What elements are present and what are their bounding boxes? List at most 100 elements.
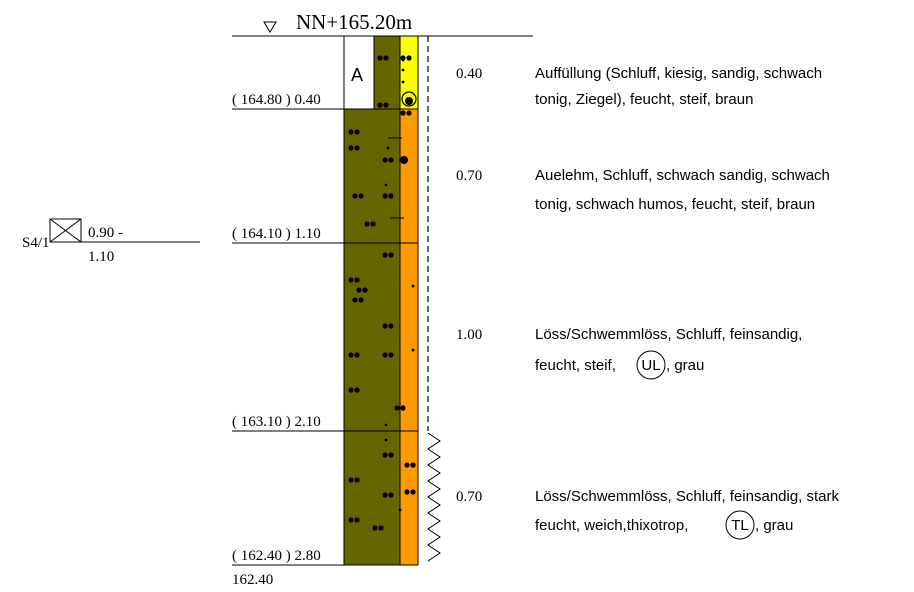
layer-3-pattern bbox=[343, 242, 401, 432]
silt-symbol-icon bbox=[348, 477, 354, 483]
silt-symbol-icon bbox=[383, 55, 389, 61]
silt-symbol-icon bbox=[348, 352, 354, 358]
sample-box-icon bbox=[49, 218, 82, 243]
silt-symbol-icon bbox=[388, 352, 394, 358]
silt-symbol-icon bbox=[410, 462, 416, 468]
layer-1-desc-line1: Auffüllung (Schluff, kiesig, sandig, sch… bbox=[535, 65, 822, 82]
layer-1-pattern bbox=[373, 35, 401, 110]
silt-symbol-icon bbox=[406, 110, 412, 116]
silt-symbol-icon bbox=[354, 352, 360, 358]
silt-symbol-icon bbox=[388, 252, 394, 258]
ground-level-triangle-icon bbox=[263, 21, 277, 33]
layer-2-desc-line1: Auelehm, Schluff, schwach sandig, schwac… bbox=[535, 167, 830, 184]
layer-3-color bbox=[399, 242, 419, 432]
soil-column: A bbox=[343, 35, 419, 566]
layer-3-thickness: 1.00 bbox=[456, 327, 482, 343]
silt-symbol-icon bbox=[382, 492, 388, 498]
silt-symbol-icon bbox=[364, 221, 370, 227]
silt-symbol-icon bbox=[382, 352, 388, 358]
silt-symbol-icon bbox=[382, 323, 388, 329]
layer-4-desc-line2: feucht, weich,thixotrop, bbox=[535, 517, 688, 534]
sample-depth-bottom: 1.10 bbox=[88, 249, 114, 265]
silt-symbol-icon bbox=[377, 55, 383, 61]
layer-4-thickness: 0.70 bbox=[456, 489, 482, 505]
silt-symbol-icon bbox=[404, 462, 410, 468]
boundary-label-4: ( 162.40 ) 2.80 bbox=[232, 548, 321, 564]
silt-symbol-icon bbox=[348, 387, 354, 393]
sand-dot-icon bbox=[384, 438, 388, 442]
sand-dot-icon bbox=[384, 423, 388, 427]
elevation-header: NN+165.20m bbox=[232, 10, 533, 37]
boundary-lines: ( 164.80 ) 0.40 ( 164.10 ) 1.10 ( 163.10… bbox=[232, 92, 374, 588]
sand-dot-icon bbox=[401, 80, 405, 84]
silt-symbol-icon bbox=[388, 492, 394, 498]
silt-symbol-icon bbox=[388, 323, 394, 329]
sand-dot-icon bbox=[411, 348, 415, 352]
fill-marker-letter: A bbox=[351, 65, 363, 85]
gravel-symbol-icon bbox=[400, 156, 408, 164]
silt-symbol-icon bbox=[410, 489, 416, 495]
silt-symbol-icon bbox=[354, 145, 360, 151]
silt-symbol-icon bbox=[352, 193, 358, 199]
layer-4-desc-line1: Löss/Schwemmlöss, Schluff, feinsandig, s… bbox=[535, 488, 840, 505]
silt-symbol-icon bbox=[370, 221, 376, 227]
layer-3-circle-icon bbox=[636, 350, 666, 380]
layer-2-color bbox=[399, 108, 419, 244]
silt-symbol-icon bbox=[348, 129, 354, 135]
silt-symbol-icon bbox=[382, 452, 388, 458]
sample-id: S4/1 bbox=[22, 235, 50, 251]
silt-symbol-icon bbox=[354, 277, 360, 283]
silt-symbol-icon bbox=[382, 252, 388, 258]
silt-symbol-icon bbox=[388, 193, 394, 199]
layer-3-desc-line1: Löss/Schwemmlöss, Schluff, feinsandig, bbox=[535, 326, 802, 343]
sand-dot-icon bbox=[401, 58, 405, 62]
layer-4-circle-icon bbox=[725, 510, 755, 540]
boundary-label-1: ( 164.80 ) 0.40 bbox=[232, 92, 321, 108]
silt-symbol-icon bbox=[382, 157, 388, 163]
silt-symbol-icon bbox=[348, 145, 354, 151]
silt-symbol-icon bbox=[404, 489, 410, 495]
silt-symbol-icon bbox=[388, 157, 394, 163]
layer-3-desc-after: , grau bbox=[666, 357, 704, 374]
layer-4-desc-after: , grau bbox=[755, 517, 793, 534]
layer-4-color bbox=[399, 430, 419, 566]
layer-1-thickness: 0.40 bbox=[456, 66, 482, 82]
silt-symbol-icon bbox=[377, 102, 383, 108]
silt-symbol-icon bbox=[358, 193, 364, 199]
elevation-label: NN+165.20m bbox=[296, 10, 412, 34]
sand-dot-icon bbox=[401, 68, 405, 72]
silt-symbol-icon bbox=[394, 405, 400, 411]
silt-symbol-icon bbox=[388, 452, 394, 458]
silt-symbol-icon bbox=[356, 287, 362, 293]
sand-dot-icon bbox=[384, 183, 388, 187]
silt-symbol-icon bbox=[362, 287, 368, 293]
silt-symbol-icon bbox=[382, 193, 388, 199]
layer-2-thickness: 0.70 bbox=[456, 168, 482, 184]
layer-3-soil-class: UL bbox=[641, 357, 660, 374]
layer-descriptions: 0.40 Auffüllung (Schluff, kiesig, sandig… bbox=[456, 65, 840, 540]
layer-1-desc-line2: tonig, Ziegel), feucht, steif, braun bbox=[535, 91, 753, 108]
silt-symbol-icon bbox=[354, 517, 360, 523]
silt-symbol-icon bbox=[383, 102, 389, 108]
silt-symbol-icon bbox=[358, 297, 364, 303]
sample-box-diagonal-2 bbox=[49, 218, 82, 243]
sample-marker: S4/1 0.90 - 1.10 bbox=[22, 218, 200, 265]
silt-symbol-icon bbox=[354, 129, 360, 135]
soil-symbols bbox=[348, 55, 416, 531]
sample-depth-top: 0.90 - bbox=[88, 225, 123, 241]
silt-symbol-icon bbox=[400, 55, 406, 61]
gravel-dot-icon bbox=[405, 97, 413, 105]
sand-dot-icon bbox=[386, 146, 390, 150]
layer-4-soil-class: TL bbox=[731, 517, 749, 534]
silt-symbol-icon bbox=[352, 297, 358, 303]
boundary-label-2: ( 164.10 ) 1.10 bbox=[232, 226, 321, 242]
silt-symbol-icon bbox=[354, 387, 360, 393]
silt-symbol-icon bbox=[354, 477, 360, 483]
silt-symbol-icon bbox=[406, 55, 412, 61]
silt-symbol-icon bbox=[348, 517, 354, 523]
silt-symbol-icon bbox=[378, 525, 384, 531]
silt-symbol-icon bbox=[348, 277, 354, 283]
layer-2-desc-line2: tonig, schwach humos, feucht, steif, bra… bbox=[535, 196, 815, 213]
